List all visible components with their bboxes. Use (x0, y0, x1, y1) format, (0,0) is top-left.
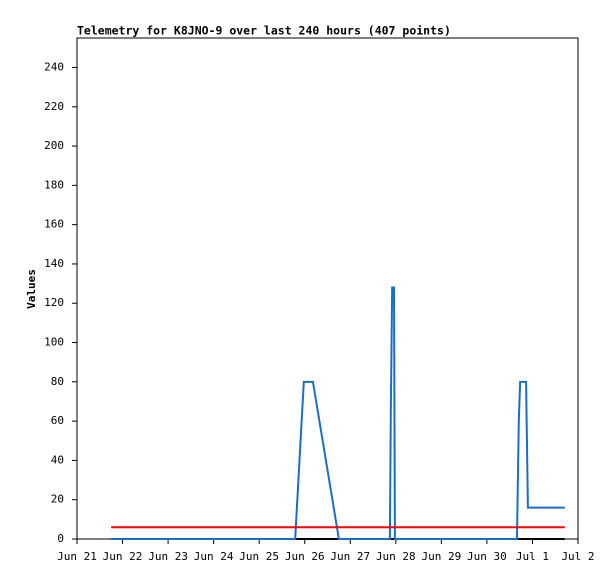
series-line (111, 286, 565, 540)
y-tick-label: 140 (44, 257, 64, 270)
chart-title: Telemetry for K8JNO-9 over last 240 hour… (77, 24, 451, 38)
x-tick-label: Jun 28 (376, 550, 416, 563)
x-tick-label: Jun 22 (103, 550, 143, 563)
y-tick-label: 0 (57, 532, 64, 545)
x-tick-label: Jun 21 (57, 550, 97, 563)
y-tick-label: 60 (51, 414, 64, 427)
x-tick-label: Jun 27 (330, 550, 370, 563)
x-tick-label: Jun 23 (148, 550, 188, 563)
y-tick-label: 220 (44, 100, 64, 113)
x-tick-label: Jun 26 (285, 550, 325, 563)
y-tick-label: 40 (51, 453, 64, 466)
x-tick-label: Jun 30 (467, 550, 507, 563)
x-tick-label: Jul 1 (516, 550, 549, 563)
x-tick-label: Jun 25 (239, 550, 279, 563)
y-tick-label: 100 (44, 336, 64, 349)
y-axis-label: Values (25, 269, 38, 309)
plot-frame (76, 37, 579, 540)
x-tick-label: Jun 29 (421, 550, 461, 563)
y-tick-label: 180 (44, 178, 64, 191)
y-tick-label: 200 (44, 139, 64, 152)
y-tick-label: 120 (44, 296, 64, 309)
x-tick-label: Jul 2 (561, 550, 594, 563)
x-tick-label: Jun 24 (194, 550, 234, 563)
y-tick-label: 240 (44, 60, 64, 73)
y-tick-label: 80 (51, 375, 64, 388)
y-tick-label: 160 (44, 218, 64, 231)
y-tick-label: 20 (51, 493, 64, 506)
